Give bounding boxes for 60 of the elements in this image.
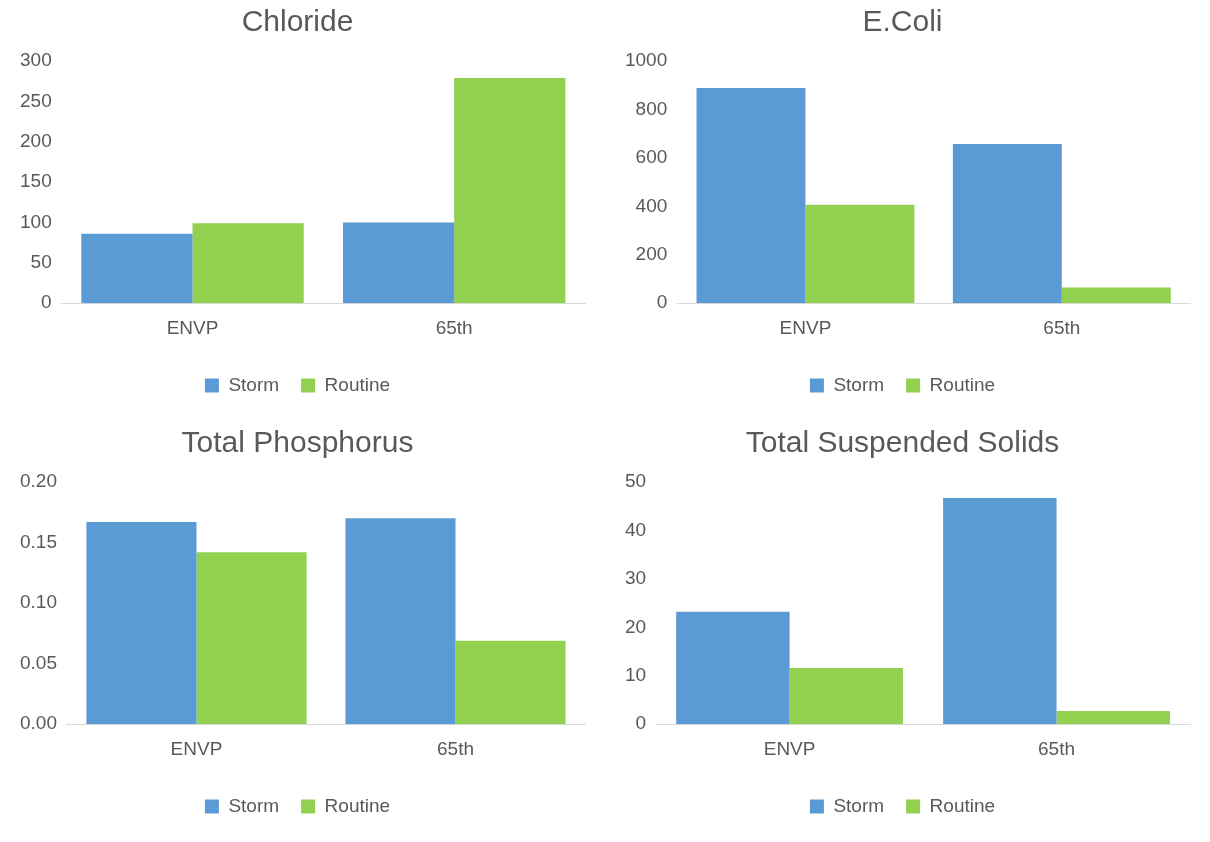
y-tick-label: 40: [624, 518, 647, 540]
bar: [345, 518, 456, 725]
chart-title: Total Phosphorus: [181, 425, 414, 459]
bar: [196, 552, 307, 725]
legend-label: Storm: [228, 373, 280, 395]
y-tick-label: 200: [635, 242, 668, 264]
y-tick-label: 300: [20, 49, 52, 71]
bar: [454, 77, 566, 304]
y-tick-label: 150: [20, 170, 52, 192]
x-tick-label: 65th: [437, 737, 474, 759]
bar: [676, 611, 790, 725]
x-tick-label: ENVP: [166, 316, 219, 338]
x-tick-label: ENVP: [779, 316, 832, 338]
x-tick-label: ENVP: [763, 737, 816, 759]
x-tick-label: 65th: [1043, 316, 1081, 338]
y-tick-label: 0: [41, 291, 52, 313]
bar: [805, 204, 915, 304]
x-tick-label: 65th: [1038, 737, 1076, 759]
bar: [943, 497, 1057, 725]
bar: [696, 87, 806, 304]
bar: [1056, 711, 1170, 725]
y-tick-label: 0.15: [20, 530, 57, 552]
y-tick-label: 0.20: [20, 470, 57, 492]
chart-title: E.Coli: [862, 4, 943, 38]
legend-label: Routine: [929, 373, 996, 395]
y-tick-label: 20: [624, 615, 647, 637]
bar: [342, 222, 455, 304]
y-tick-label: 600: [635, 146, 668, 168]
y-tick-label: 50: [30, 251, 52, 273]
y-tick-label: 50: [624, 470, 647, 492]
y-tick-label: 200: [20, 129, 52, 151]
legend-label: Storm: [833, 794, 885, 816]
chart-title: Total Suspended Solids: [745, 425, 1060, 459]
y-tick-label: 0.05: [20, 651, 57, 673]
bar: [789, 668, 904, 725]
y-tick-label: 100: [20, 210, 52, 232]
y-tick-label: 0.10: [20, 591, 57, 613]
chart-title: Chloride: [241, 4, 354, 38]
legend-label: Routine: [929, 794, 996, 816]
y-tick-label: 1000: [624, 49, 668, 71]
bar: [1061, 287, 1171, 304]
y-tick-label: 0: [635, 712, 647, 734]
y-tick-label: 0: [656, 291, 668, 313]
x-tick-label: ENVP: [170, 737, 223, 759]
x-tick-label: 65th: [435, 316, 473, 338]
y-tick-label: 400: [635, 194, 668, 216]
legend-label: Routine: [324, 794, 391, 816]
bar: [952, 144, 1062, 304]
bar: [81, 233, 193, 304]
y-tick-label: 800: [635, 97, 668, 119]
bar: [455, 640, 566, 725]
bar: [86, 521, 197, 725]
legend-label: Storm: [833, 373, 885, 395]
bar: [192, 223, 304, 304]
y-tick-label: 0.00: [20, 712, 57, 734]
legend-label: Storm: [228, 794, 280, 816]
y-tick-label: 10: [624, 663, 647, 685]
legend-label: Routine: [324, 373, 391, 395]
y-tick-label: 30: [624, 567, 647, 589]
y-tick-label: 250: [20, 89, 52, 111]
